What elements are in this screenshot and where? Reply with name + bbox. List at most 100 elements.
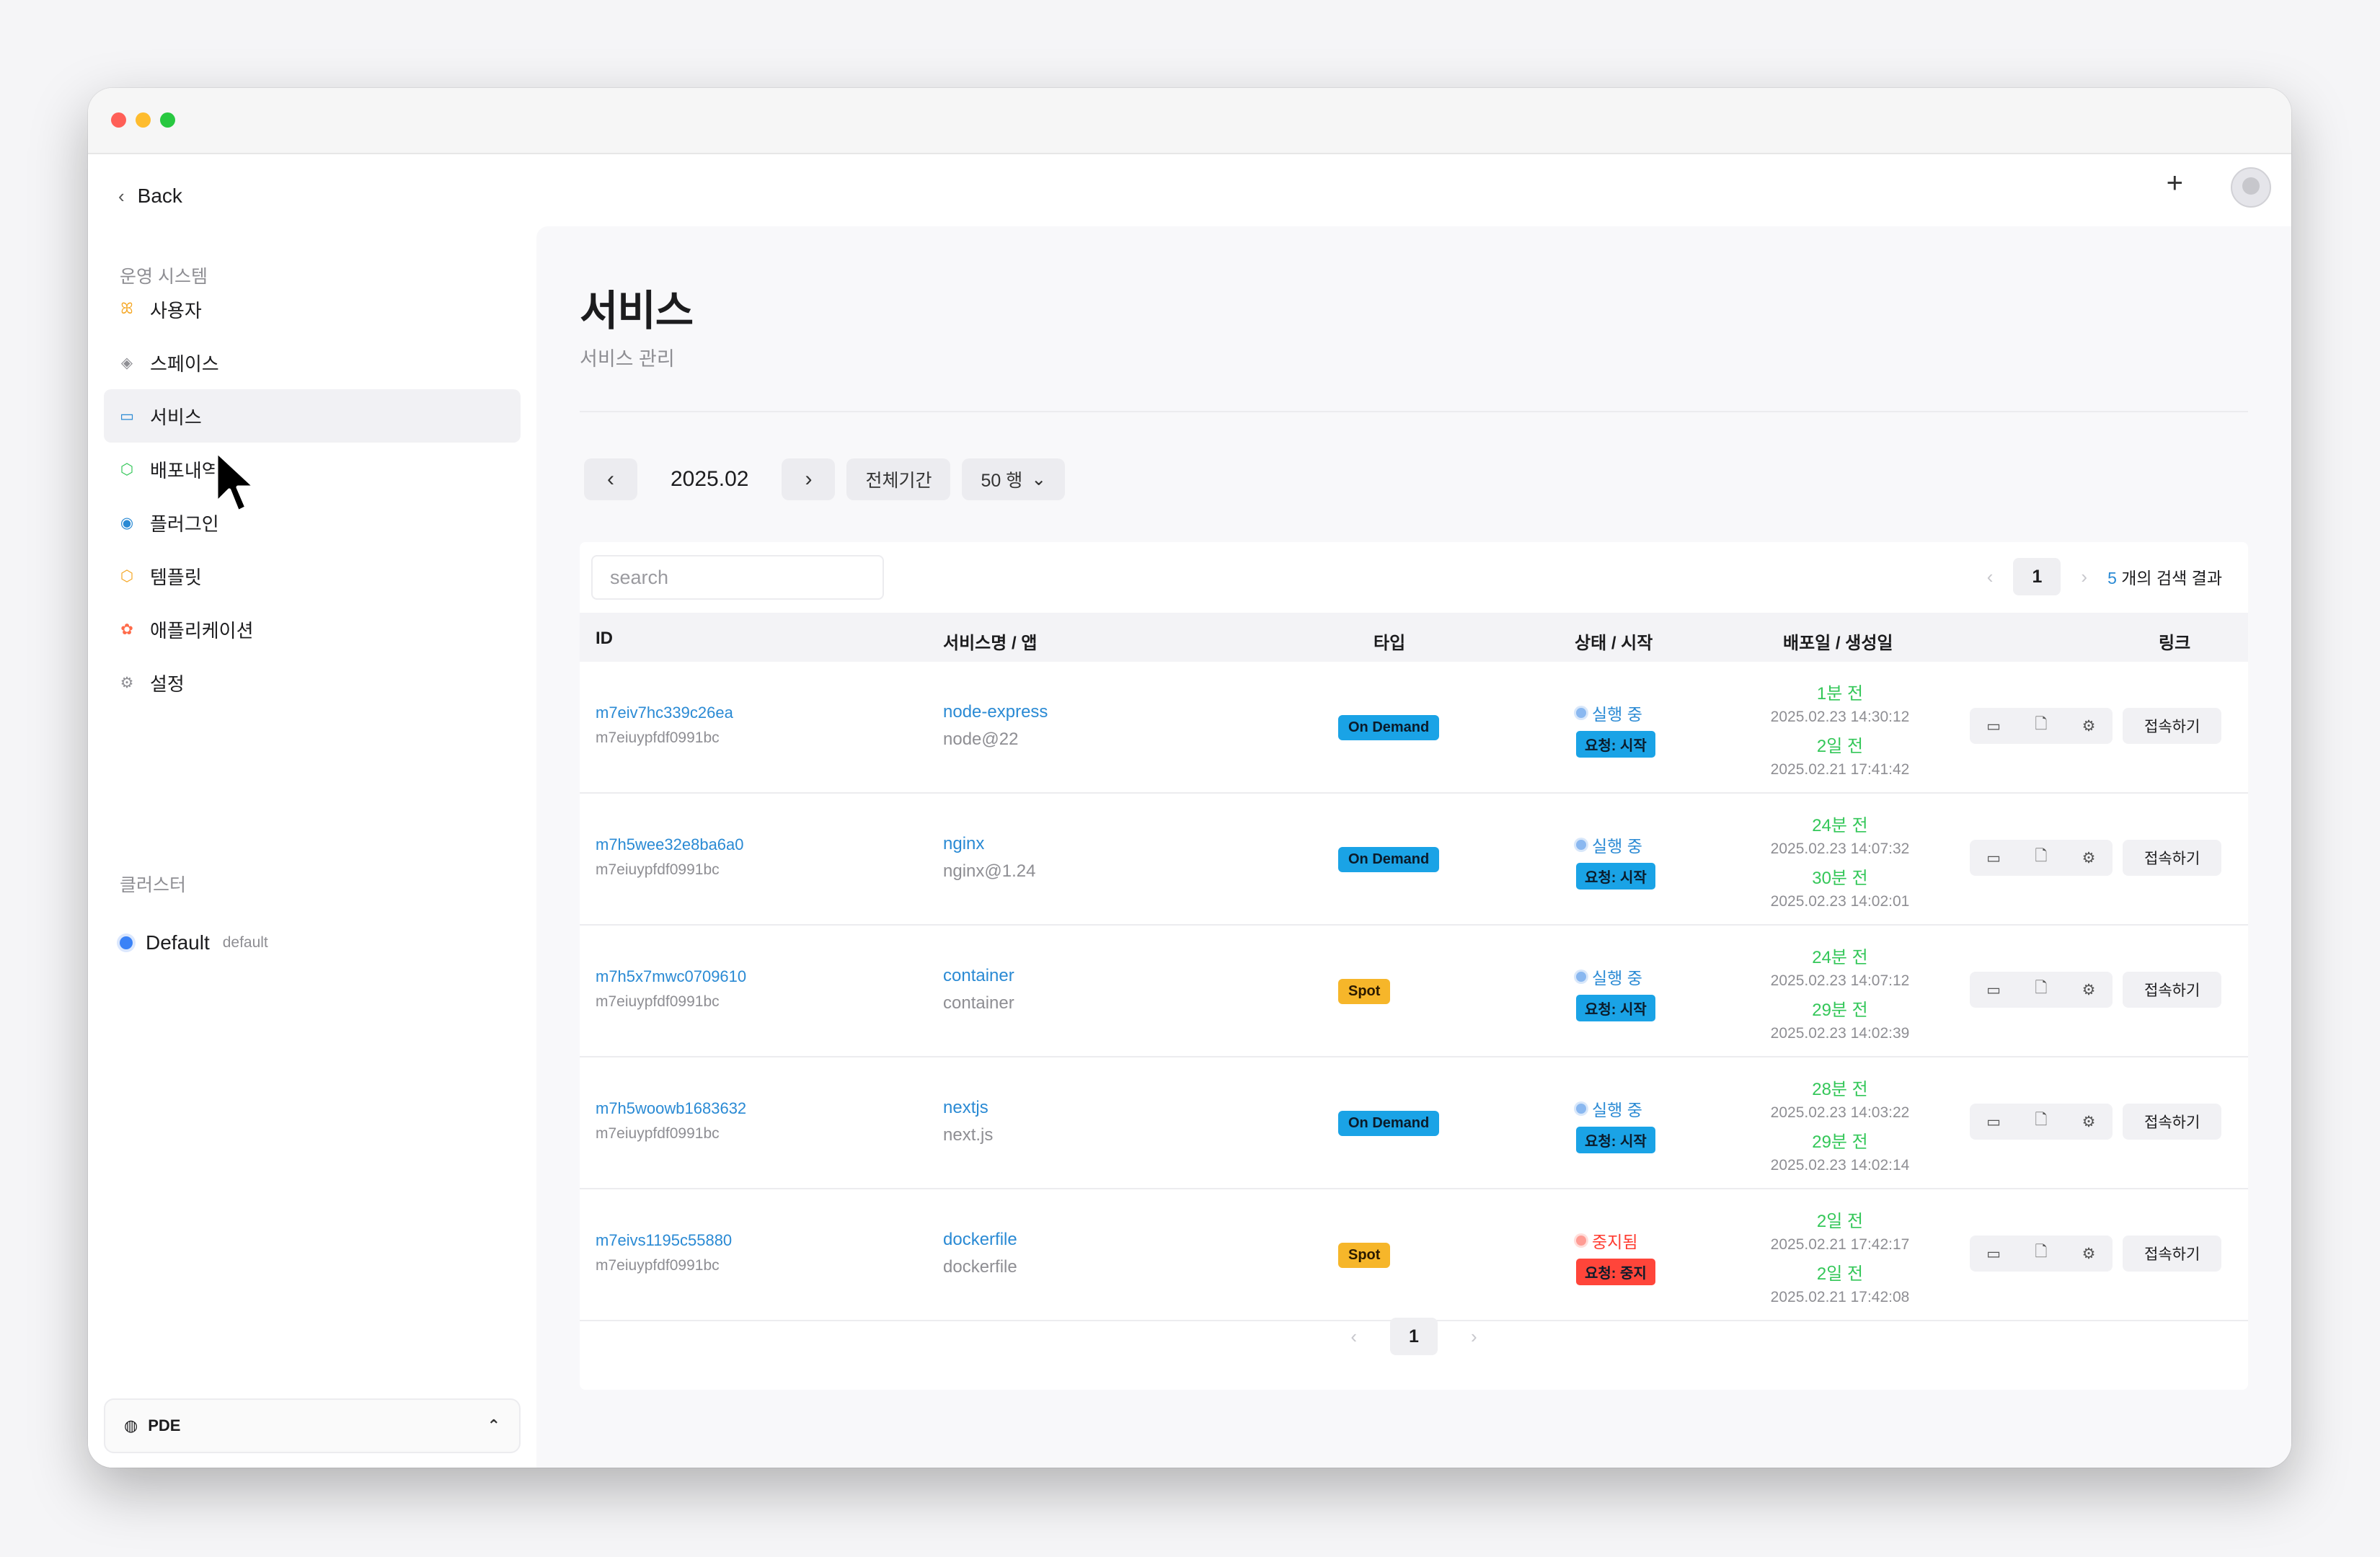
- status-text: 실행 중: [1592, 1101, 1642, 1119]
- document-icon[interactable]: 🗋: [2035, 847, 2048, 864]
- connect-button[interactable]: 접속하기: [2123, 1236, 2222, 1272]
- window-icon[interactable]: ▭: [1986, 1113, 2001, 1130]
- status-text: 실행 중: [1592, 705, 1642, 724]
- deploy-relative: 24분 전: [1812, 816, 1868, 835]
- service-name-link[interactable]: nextjs: [943, 1098, 988, 1117]
- next-month-button[interactable]: ›: [782, 458, 836, 500]
- cell-status: 실행 중 요청: 시작: [1576, 1096, 1655, 1153]
- cluster-item-default[interactable]: Default default: [120, 931, 268, 954]
- section-label-ops: 운영 시스템: [120, 267, 208, 287]
- search-input[interactable]: [591, 555, 884, 600]
- result-count-text: 개의 검색 결과: [2121, 569, 2222, 587]
- document-icon[interactable]: 🗋: [2035, 1111, 2048, 1128]
- document-icon[interactable]: 🗋: [2035, 979, 2048, 996]
- result-count: 5 개의 검색 결과: [2107, 564, 2222, 589]
- cell-status: 실행 중 요청: 시작: [1576, 964, 1655, 1021]
- status-dot: [1576, 1236, 1586, 1246]
- avatar[interactable]: [2231, 167, 2271, 208]
- window-icon[interactable]: ▭: [1986, 981, 2001, 998]
- gear-icon[interactable]: ⚙: [2082, 849, 2096, 866]
- service-app: nginx@1.24: [943, 861, 1036, 881]
- sidebar-item-4[interactable]: ◉ 플러그인: [104, 496, 521, 549]
- app-icon: ✿: [120, 621, 133, 638]
- window-icon[interactable]: ▭: [1986, 849, 2001, 866]
- service-id-link[interactable]: m7h5woowb1683632: [596, 1099, 747, 1117]
- cell-status: 실행 중 요청: 시작: [1576, 833, 1655, 890]
- status-dot: [1576, 972, 1586, 982]
- service-name-link[interactable]: dockerfile: [943, 1230, 1017, 1249]
- connect-button[interactable]: 접속하기: [2123, 840, 2222, 876]
- window-icon[interactable]: ▭: [1986, 1245, 2001, 1262]
- page-number-button[interactable]: 1: [1390, 1318, 1438, 1355]
- request-badge: 요청: 시작: [1576, 1127, 1655, 1153]
- service-name-link[interactable]: container: [943, 966, 1014, 985]
- connect-button[interactable]: 접속하기: [2123, 972, 2222, 1008]
- prev-page-button[interactable]: ‹: [1350, 1325, 1357, 1347]
- service-id-link[interactable]: m7eiv7hc339c26ea: [596, 704, 733, 722]
- service-id-link[interactable]: m7h5x7mwc0709610: [596, 967, 747, 985]
- service-app: next.js: [943, 1125, 994, 1145]
- service-id-link[interactable]: m7eivs1195c55880: [596, 1231, 733, 1249]
- workspace-switcher[interactable]: ◍ PDE ⌃: [104, 1398, 521, 1453]
- prev-page-button[interactable]: ‹: [1986, 565, 1994, 587]
- created-absolute: 2025.02.23 14:02:01: [1770, 893, 1910, 910]
- all-period-button[interactable]: 전체기간: [846, 458, 951, 500]
- maximize-window-button[interactable]: [160, 112, 175, 128]
- workspace-name: PDE: [148, 1416, 181, 1434]
- next-page-button[interactable]: ›: [1471, 1325, 1477, 1347]
- window-icon[interactable]: ▭: [1986, 717, 2001, 735]
- cell-service: node-express node@22: [943, 702, 1048, 750]
- service-name-link[interactable]: nginx: [943, 834, 985, 853]
- sidebar-item-6[interactable]: ✿ 애플리케이션: [104, 603, 521, 656]
- request-badge: 요청: 시작: [1576, 731, 1655, 758]
- add-button[interactable]: +: [2166, 167, 2183, 199]
- action-group: ▭ 🗋 ⚙: [1970, 1236, 2113, 1272]
- cell-dates: 28분 전 2025.02.23 14:03:22 29분 전 2025.02.…: [1719, 1075, 1961, 1180]
- prev-month-button[interactable]: ‹: [584, 458, 637, 500]
- gear-icon[interactable]: ⚙: [2082, 981, 2096, 998]
- created-absolute: 2025.02.23 14:02:14: [1770, 1157, 1910, 1174]
- owner-id: m7eiuypfdf0991bc: [596, 1125, 720, 1142]
- sidebar-item-label: 설정: [150, 673, 185, 695]
- document-icon[interactable]: 🗋: [2035, 1243, 2048, 1260]
- gear-icon[interactable]: ⚙: [2082, 1113, 2096, 1130]
- layers-icon: ◈: [120, 354, 133, 371]
- minimize-window-button[interactable]: [136, 112, 151, 128]
- col-header-status: 상태 / 시작: [1575, 634, 1653, 653]
- mouse-cursor-icon: [214, 449, 257, 514]
- chevron-down-icon: ⌄: [1031, 469, 1047, 489]
- gear-icon[interactable]: ⚙: [2082, 1245, 2096, 1262]
- col-header-id: ID: [596, 629, 613, 648]
- page-number-button[interactable]: 1: [2013, 558, 2061, 595]
- owner-id: m7eiuypfdf0991bc: [596, 729, 720, 746]
- back-button[interactable]: ‹ Back: [118, 185, 182, 208]
- sidebar-item-0[interactable]: ꕤ 사용자: [104, 283, 521, 336]
- deploy-relative: 28분 전: [1812, 1080, 1868, 1099]
- cell-type: Spot: [1338, 979, 1391, 1004]
- created-relative: 29분 전: [1812, 1001, 1868, 1020]
- sidebar-item-1[interactable]: ◈ 스페이스: [104, 336, 521, 389]
- service-name-link[interactable]: node-express: [943, 702, 1048, 722]
- sidebar-item-5[interactable]: ⬡ 템플릿: [104, 549, 521, 603]
- table-row: m7h5wee32e8ba6a0 m7eiuypfdf0991bc nginx …: [580, 794, 2248, 926]
- service-id-link[interactable]: m7h5wee32e8ba6a0: [596, 835, 744, 853]
- close-window-button[interactable]: [111, 112, 126, 128]
- cell-id: m7eivs1195c55880 m7eiuypfdf0991bc: [596, 1231, 732, 1274]
- cell-service: nginx nginx@1.24: [943, 834, 1035, 882]
- connect-button[interactable]: 접속하기: [2123, 708, 2222, 744]
- sidebar-item-3[interactable]: ⬡ 배포내역: [104, 443, 521, 496]
- sidebar-item-2[interactable]: ▭ 서비스: [104, 389, 521, 443]
- next-page-button[interactable]: ›: [2081, 565, 2088, 587]
- gear-icon[interactable]: ⚙: [2082, 717, 2096, 735]
- table-row: m7eivs1195c55880 m7eiuypfdf0991bc docker…: [580, 1189, 2248, 1321]
- sidebar-item-7[interactable]: ⚙ 설정: [104, 656, 521, 709]
- cell-dates: 2일 전 2025.02.21 17:42:17 2일 전 2025.02.21…: [1719, 1207, 1961, 1312]
- sidebar-item-label: 배포내역: [150, 459, 219, 482]
- deploy-absolute: 2025.02.23 14:30:12: [1770, 709, 1910, 725]
- connect-button[interactable]: 접속하기: [2123, 1104, 2222, 1140]
- cell-type: On Demand: [1338, 715, 1440, 740]
- box-icon: ⬡: [120, 567, 134, 585]
- rows-per-page-select[interactable]: 50 행 ⌄: [962, 458, 1066, 500]
- service-app: dockerfile: [943, 1257, 1017, 1277]
- document-icon[interactable]: 🗋: [2035, 715, 2048, 732]
